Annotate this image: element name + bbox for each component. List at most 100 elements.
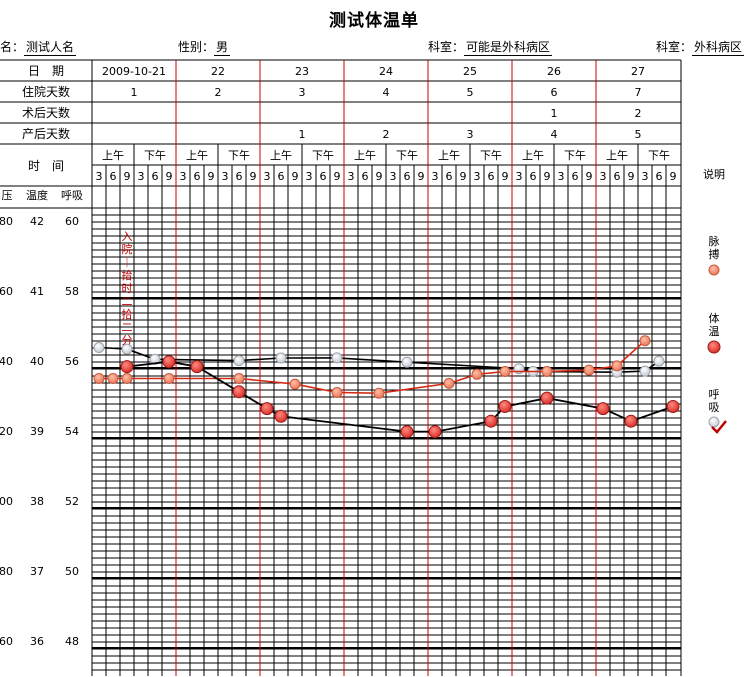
pulse-point [612,361,622,371]
hour-label: 6 [404,170,411,183]
date-cell: 27 [631,65,645,78]
pm-label: 下午 [144,149,166,162]
pulse-point [444,378,454,388]
hour-label: 3 [642,170,649,183]
hour-label: 9 [460,170,467,183]
hour-label: 3 [222,170,229,183]
temp-axis-header: 温度 [26,188,48,202]
temp-point [541,392,553,404]
pulse-point [290,379,300,389]
temp-tick-label: 42 [30,215,44,228]
hour-label: 6 [320,170,327,183]
temp-point [499,401,511,413]
pulse-point [542,367,552,377]
am-label: 上午 [102,149,124,162]
days-in-hospital-cell: 7 [635,86,642,99]
legend-pulse-label: 搏 [709,247,720,261]
pulse-point [234,374,244,384]
hour-label: 9 [250,170,257,183]
am-label: 上午 [606,149,628,162]
pulse-point [122,374,132,384]
hour-label: 9 [502,170,509,183]
hour-label: 6 [362,170,369,183]
legend-temp-label: 体 [709,311,720,325]
resp-point [654,356,664,366]
date-cell: 22 [211,65,225,78]
pm-label: 下午 [564,149,586,162]
hour-label: 6 [572,170,579,183]
hour-label: 3 [348,170,355,183]
hour-label: 9 [124,170,131,183]
hour-label: 6 [152,170,159,183]
admission-note-char: 院 [122,242,133,256]
temp-point [191,361,203,373]
resp-tick-label: 60 [65,215,79,228]
postpartum-days-cell: 2 [383,128,390,141]
legend-title: 说明 [703,167,725,181]
hour-label: 3 [264,170,271,183]
temp-point [597,403,609,415]
temp-tick-label: 40 [30,355,44,368]
hour-label: 9 [628,170,635,183]
temp-tick-label: 41 [30,285,44,298]
admission-note-char: 时 [122,282,133,295]
hour-label: 6 [110,170,117,183]
resp-point [402,357,412,367]
bp-tick-label: 60 [0,635,13,648]
hour-label: 9 [586,170,593,183]
hour-label: 9 [334,170,341,183]
hour-label: 6 [614,170,621,183]
postpartum-days-cell: 5 [635,128,642,141]
hour-label: 3 [390,170,397,183]
resp-point [276,353,286,363]
pulse-point [108,374,118,384]
post-op-days-cell: 1 [551,107,558,120]
temp-tick-label: 38 [30,495,44,508]
post-op-days-cell: 2 [635,107,642,120]
days-in-hospital-cell: 5 [467,86,474,99]
am-label: 上午 [186,149,208,162]
legend-resp-label: 呼 [709,388,720,401]
date-cell: 25 [463,65,477,78]
pm-label: 下午 [480,149,502,162]
admission-note-char: 入 [122,230,133,243]
pulse-point [500,367,510,377]
admission-note-char: 拾 [122,307,133,321]
bp-tick-label: 20 [0,425,13,438]
date-row-label: 日 期 [28,64,64,78]
hour-label: 6 [530,170,537,183]
hour-label: 9 [670,170,677,183]
temp-point [485,415,497,427]
legend-pulse-marker [709,265,719,275]
hour-label: 9 [166,170,173,183]
resp-tick-label: 54 [65,425,79,438]
resp-tick-label: 56 [65,355,79,368]
hour-label: 9 [418,170,425,183]
resp-tick-label: 48 [65,635,79,648]
postpartum-days-cell: 1 [299,128,306,141]
days-in-hospital-cell: 6 [551,86,558,99]
legend-resp-label: 吸 [709,401,720,414]
hour-label: 3 [600,170,607,183]
legend-temp-label: 温 [709,325,720,338]
hour-label: 3 [432,170,439,183]
admission-note-char: ｜ [122,256,133,269]
temp-point [233,386,245,398]
postpartum-days-cell: 4 [551,128,558,141]
hour-label: 3 [96,170,103,183]
hour-label: 3 [138,170,145,183]
hour-label: 6 [488,170,495,183]
days-in-hospital-label: 住院天数 [22,84,70,99]
bp-tick-label: 40 [0,355,13,368]
hour-label: 3 [516,170,523,183]
resp-tick-label: 50 [65,565,79,578]
postpartum-days-label: 产后天数 [22,126,70,141]
hour-label: 6 [446,170,453,183]
postpartum-days-cell: 3 [467,128,474,141]
pulse-point [374,388,384,398]
post-op-days-label: 术后天数 [22,105,70,120]
legend-temp-marker [708,341,720,353]
hour-label: 9 [292,170,299,183]
hour-label: 3 [558,170,565,183]
bp-tick-label: 80 [0,565,13,578]
